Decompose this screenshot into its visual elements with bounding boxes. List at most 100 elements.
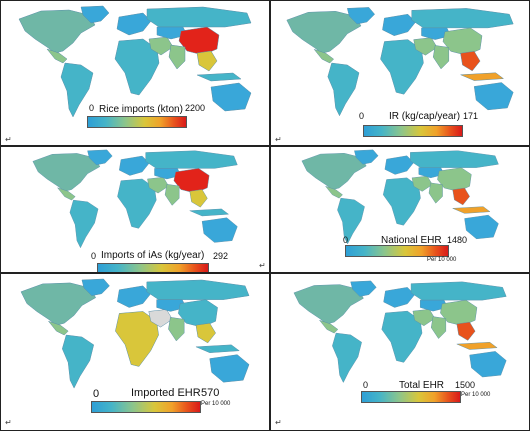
region-centralam (46, 48, 68, 64)
region-india (428, 182, 443, 204)
legend-max: 1480 (447, 235, 468, 245)
color-scale-bar (363, 125, 463, 137)
legend-max: 2200 (185, 103, 206, 113)
world-map-national-ehr (301, 149, 499, 245)
legend-max: 292 (213, 251, 229, 261)
region-russia (146, 279, 250, 300)
color-scale-bar (91, 401, 201, 413)
region-greenland (80, 5, 110, 24)
region-middleeast (411, 175, 433, 192)
legend-title: IR (kg/cap/year) (389, 111, 461, 122)
region-centralasia (156, 26, 188, 40)
region-centralasia (156, 299, 187, 312)
region-australia (209, 354, 250, 383)
region-centralam (47, 320, 69, 336)
region-centralam (56, 187, 76, 201)
legend-min: 0 (363, 380, 369, 390)
legend-title: Imports of iAs (kg/year) (101, 250, 205, 261)
legend-min: 0 (93, 388, 100, 400)
paragraph-mark: ↵ (275, 135, 282, 144)
legend-title: National EHR (381, 235, 442, 246)
region-australia (464, 214, 499, 240)
color-scale-bar (345, 245, 449, 257)
region-australia (469, 351, 507, 378)
legend-title: Total EHR (399, 380, 445, 391)
legend-min: 0 (89, 103, 95, 113)
legend-title: Rice imports (kton) (99, 104, 183, 115)
region-indonesia (460, 72, 505, 81)
region-indonesia (452, 206, 491, 214)
region-greenland (350, 280, 377, 297)
region-australia (201, 217, 238, 243)
region-centralasia (419, 299, 449, 312)
region-centralasia (154, 168, 182, 180)
panel-ir: IR (kg/cap/year) 0 171 ↵ (270, 0, 530, 146)
region-europe (383, 287, 416, 308)
region-samerica (337, 197, 365, 245)
world-map-rice-imports (18, 5, 252, 118)
region-russia (410, 281, 507, 301)
region-namerica (18, 9, 96, 54)
region-middleeast (413, 37, 438, 56)
legend-min: 0 (359, 111, 365, 121)
region-samerica (60, 62, 94, 118)
legend-min: 0 (91, 251, 97, 261)
color-scale-bar (97, 263, 209, 272)
region-australia (473, 82, 514, 111)
world-map-ir (286, 7, 514, 117)
region-centralam (324, 185, 343, 199)
panel-rice-imports: Rice imports (kton) 0 2200 ↵ (0, 0, 270, 146)
panel-ias-imports: Imports of iAs (kg/year) 0 292 ↵ (0, 146, 270, 273)
region-europe (116, 12, 152, 36)
region-seasia (189, 189, 208, 208)
region-indonesia (456, 342, 498, 350)
legend-max: 1500 (455, 380, 476, 390)
region-india (430, 316, 447, 339)
region-seasia (460, 51, 481, 72)
region-indonesia (195, 344, 240, 353)
region-greenland (87, 149, 113, 166)
legend-max: 570 (201, 387, 220, 399)
region-russia (145, 150, 238, 169)
legend-unit: Per 10 000 (427, 257, 457, 263)
region-centralam (313, 48, 335, 64)
region-europe (119, 155, 150, 176)
paragraph-mark: ↵ (5, 135, 12, 144)
region-greenland (347, 7, 375, 25)
world-map-total-ehr (293, 280, 507, 384)
region-middleeast (148, 36, 174, 56)
region-centralasia (418, 167, 445, 179)
region-centralasia (421, 27, 452, 40)
region-india (168, 317, 185, 342)
region-india (432, 45, 450, 70)
panel-total-ehr: 0 Total EHR 1500 Per 10 000 ↵ (270, 273, 530, 431)
region-namerica (32, 153, 101, 192)
region-namerica (293, 284, 364, 325)
region-namerica (20, 282, 97, 326)
region-centralam (318, 319, 339, 334)
region-middleeast (147, 176, 169, 194)
legend-title: Imported EHR (131, 387, 201, 399)
region-indonesia (196, 72, 242, 82)
color-scale-bar (87, 116, 187, 128)
region-seasia (456, 321, 476, 341)
region-middleeast (412, 309, 436, 327)
panel-national-ehr: National EHR 0 1480 Per 10 000 (270, 146, 530, 273)
paragraph-mark: ↵ (259, 261, 266, 270)
region-europe (384, 155, 414, 175)
region-greenland (81, 278, 110, 296)
world-map-ias-imports (32, 149, 238, 249)
region-greenland (354, 149, 379, 165)
paragraph-mark: ↵ (275, 418, 282, 427)
region-seasia (195, 322, 216, 344)
region-samerica (62, 334, 95, 389)
region-india (168, 44, 186, 70)
paragraph-mark: ↵ (5, 418, 12, 427)
region-samerica (332, 332, 362, 384)
region-indonesia (189, 208, 230, 217)
region-russia (410, 150, 499, 168)
region-europe (117, 285, 152, 308)
legend-unit: Per 10 000 (201, 401, 231, 407)
region-namerica (286, 11, 362, 54)
